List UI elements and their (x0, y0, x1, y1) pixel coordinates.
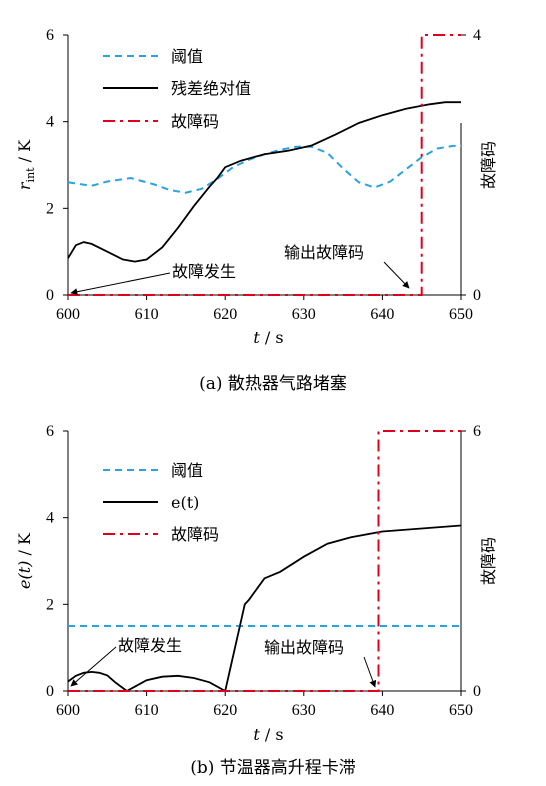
y2-tick-label: 0 (473, 683, 481, 700)
series-line (67, 101, 461, 263)
x-tick-label: 600 (56, 702, 80, 719)
legend-label: 阈值 (171, 47, 203, 66)
x-tick-label: 630 (292, 702, 316, 719)
x-tick-label: 640 (370, 702, 394, 719)
x-tick-label: 620 (213, 306, 237, 323)
y-tick-label: 0 (46, 287, 54, 304)
legend-label: 故障码 (171, 112, 219, 131)
chart-caption: (a) 散热器气路堵塞 (199, 374, 347, 394)
y2-tick-label: 4 (473, 27, 481, 44)
y-tick-label: 2 (46, 596, 54, 613)
y-axis-label: rint / K (15, 139, 37, 190)
legend-label: 残差绝对值 (171, 79, 251, 98)
x-tick-label: 640 (370, 306, 394, 323)
y-axis-label: e(t) / K (15, 532, 34, 589)
chart-caption: (b) 节温器高升程卡滞 (190, 758, 356, 778)
series-line (68, 34, 461, 296)
x-tick-label: 650 (449, 306, 473, 323)
y-tick-label: 6 (46, 27, 54, 44)
series-line (67, 524, 462, 693)
y-tick-label: 6 (46, 423, 54, 440)
annotation-fault-occur: 故障发生 (172, 262, 236, 281)
annotation-output-code: 输出故障码 (264, 638, 344, 657)
legend-label: 故障码 (171, 525, 219, 544)
legend-label: 阈值 (171, 461, 203, 480)
x-tick-label: 610 (135, 702, 159, 719)
annotation-output-code: 输出故障码 (284, 243, 364, 262)
annotation-arrow (383, 261, 410, 289)
series-line (67, 144, 461, 194)
y-tick-label: 2 (46, 200, 54, 217)
y-tick-label: 0 (46, 683, 54, 700)
legend-label: e(t) (171, 493, 199, 512)
chart-a: 600 610 620 630 640 650024604阈值残差绝对值故障码故障发生输出… (15, 27, 498, 394)
x-tick-label: 630 (292, 306, 316, 323)
x-axis-label: t / s (253, 725, 283, 744)
x-tick-label: 650 (449, 702, 473, 719)
annotation-arrow (70, 272, 171, 296)
annotation-arrow (363, 656, 377, 688)
x-tick-label: 600 (56, 306, 80, 323)
series-line (68, 430, 461, 692)
annotation-fault-occur: 故障发生 (118, 636, 182, 655)
y-tick-label: 4 (46, 114, 54, 131)
y-tick-label: 4 (46, 510, 54, 527)
x-tick-label: 610 (135, 306, 159, 323)
y2-tick-label: 6 (473, 423, 481, 440)
y2-axis-label: 故障码 (479, 141, 498, 189)
x-tick-label: 620 (213, 702, 237, 719)
y2-tick-label: 0 (473, 287, 481, 304)
x-axis-label: t / s (253, 328, 283, 347)
annotation-arrow (70, 646, 117, 687)
y2-axis-label: 故障码 (479, 537, 498, 585)
